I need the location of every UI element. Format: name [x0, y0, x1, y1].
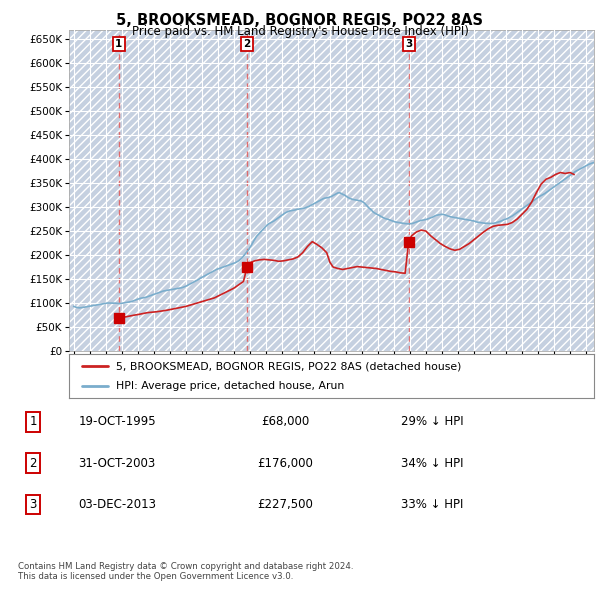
Text: 2: 2 — [244, 39, 251, 49]
Text: 5, BROOKSMEAD, BOGNOR REGIS, PO22 8AS (detached house): 5, BROOKSMEAD, BOGNOR REGIS, PO22 8AS (d… — [116, 362, 461, 371]
Text: 34% ↓ HPI: 34% ↓ HPI — [401, 457, 463, 470]
Text: £176,000: £176,000 — [257, 457, 313, 470]
Text: 1: 1 — [29, 415, 37, 428]
Text: £68,000: £68,000 — [261, 415, 309, 428]
Text: HPI: Average price, detached house, Arun: HPI: Average price, detached house, Arun — [116, 381, 344, 391]
Text: 3: 3 — [29, 498, 37, 511]
Text: 03-DEC-2013: 03-DEC-2013 — [78, 498, 156, 511]
Text: 19-OCT-1995: 19-OCT-1995 — [78, 415, 156, 428]
Text: £227,500: £227,500 — [257, 498, 313, 511]
Text: 33% ↓ HPI: 33% ↓ HPI — [401, 498, 463, 511]
Text: Price paid vs. HM Land Registry's House Price Index (HPI): Price paid vs. HM Land Registry's House … — [131, 25, 469, 38]
Text: 2: 2 — [29, 457, 37, 470]
Text: 31-OCT-2003: 31-OCT-2003 — [79, 457, 155, 470]
Text: Contains HM Land Registry data © Crown copyright and database right 2024.
This d: Contains HM Land Registry data © Crown c… — [18, 562, 353, 581]
Text: 1: 1 — [115, 39, 122, 49]
Text: 29% ↓ HPI: 29% ↓ HPI — [401, 415, 463, 428]
Text: 5, BROOKSMEAD, BOGNOR REGIS, PO22 8AS: 5, BROOKSMEAD, BOGNOR REGIS, PO22 8AS — [116, 13, 484, 28]
Text: 3: 3 — [405, 39, 412, 49]
